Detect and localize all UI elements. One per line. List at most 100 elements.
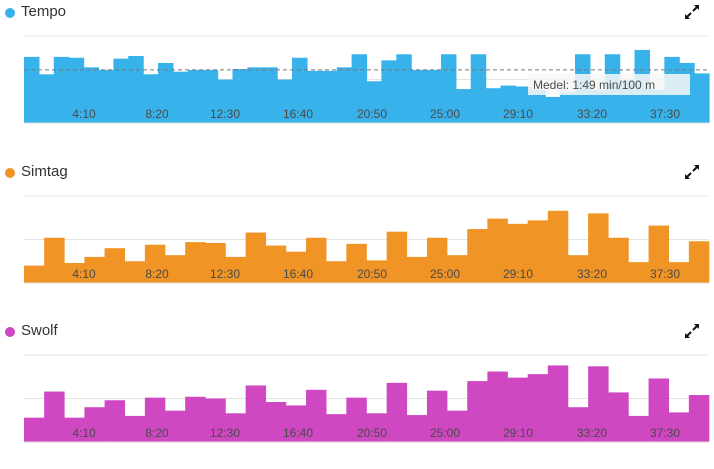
swolf-chart-title: Swolf: [21, 322, 58, 339]
simtag-bar: [628, 262, 649, 283]
swolf-tick-label: 37:30: [650, 426, 680, 440]
tempo-average-label-bg: [528, 74, 690, 95]
simtag-bar: [205, 242, 226, 283]
swolf-chart-panel: Swolf 4:10 8:20 12:30 16:40 20:50 25:00 29:10 3…: [0, 319, 714, 469]
simtag-bar: [547, 210, 569, 283]
tempo-area-segment: [158, 62, 174, 123]
swolf-tick-label: 16:40: [283, 426, 313, 440]
tempo-area-segment: [485, 88, 502, 123]
swolf-chart-header: Swolf: [0, 319, 714, 343]
tempo-area-segment: [306, 70, 323, 123]
tempo-area-segment: [172, 71, 189, 123]
swolf-bar: [346, 397, 367, 442]
simtag-tick-label: 20:50: [357, 267, 387, 281]
swolf-bar: [386, 382, 408, 442]
tempo-tick-label: 8:20: [145, 107, 169, 121]
tempo-area-segment: [500, 85, 517, 123]
simtag-bar: [507, 223, 528, 283]
swolf-tick-label: 25:00: [430, 426, 460, 440]
tempo-area-segment: [560, 91, 576, 123]
tempo-tick-label: 37:30: [650, 107, 680, 121]
tempo-area-segment: [247, 67, 263, 123]
simtag-tick-label: 33:20: [577, 267, 607, 281]
simtag-bar: [527, 220, 549, 283]
tempo-area-segment: [262, 67, 278, 123]
swolf-bar: [205, 398, 226, 442]
tempo-area-segment: [455, 89, 472, 123]
tempo-tick-label: 33:20: [577, 107, 607, 121]
swolf-bar: [648, 378, 670, 442]
simtag-chart-panel: Simtag 4:10 8:20 12:30 16:40 20:50 25:00 29:10…: [0, 160, 714, 310]
swolf-bar: [406, 415, 428, 442]
tempo-area-segment: [321, 70, 338, 123]
tempo-area-segment: [351, 54, 368, 123]
tempo-tick-label: 12:30: [210, 107, 240, 121]
simtag-tick-label: 12:30: [210, 267, 240, 281]
swolf-bar: [547, 365, 569, 442]
simtag-bar: [688, 241, 710, 283]
simtag-bar: [648, 225, 670, 283]
swolf-bar: [185, 396, 206, 442]
tempo-tick-label: 16:40: [283, 107, 313, 121]
tempo-chart-header: Tempo: [0, 0, 714, 24]
swolf-bar: [104, 400, 126, 442]
tempo-area-segment: [366, 81, 382, 123]
tempo-area-segment: [202, 69, 219, 123]
simtag-tick-label: 25:00: [430, 267, 460, 281]
swolf-tick-label: 33:20: [577, 426, 607, 440]
tempo-tick-label: 29:10: [503, 107, 533, 121]
tempo-area-segment: [649, 89, 665, 123]
simtag-bar: [567, 255, 589, 283]
tempo-tick-label: 20:50: [357, 107, 387, 121]
tempo-area-segment: [515, 86, 531, 123]
tempo-area-segment: [589, 89, 606, 123]
simtag-bar: [144, 244, 166, 283]
swolf-bar: [527, 374, 549, 442]
tempo-area-segment: [232, 69, 248, 123]
tempo-area-segment: [381, 60, 397, 123]
swolf-expand-icon[interactable]: [684, 323, 700, 339]
tempo-area-segment: [143, 74, 159, 123]
tempo-area-segment: [277, 79, 293, 123]
tempo-area-segment: [545, 96, 561, 123]
simtag-bar: [447, 255, 468, 283]
tempo-area-segment: [411, 69, 427, 123]
swolf-bar: [84, 407, 105, 442]
swolf-tick-label: 12:30: [210, 426, 240, 440]
swolf-bar: [608, 392, 629, 442]
swolf-bar: [245, 385, 267, 442]
tempo-area-segment: [38, 74, 55, 123]
tempo-plot: 4:10 8:20 12:30 16:40 20:50 25:00 29:10 33:20 37…: [24, 35, 710, 124]
simtag-bar: [24, 265, 45, 283]
swolf-bar: [265, 401, 287, 442]
swolf-bar: [426, 390, 448, 442]
simtag-bar: [386, 231, 408, 283]
swolf-bar: [124, 415, 146, 442]
tempo-expand-icon[interactable]: [684, 4, 700, 20]
simtag-tick-label: 37:30: [650, 267, 680, 281]
tempo-area-segment: [128, 56, 144, 124]
simtag-tick-label: 29:10: [503, 267, 533, 281]
simtag-bar: [225, 256, 246, 283]
simtag-bar: [467, 229, 488, 283]
swolf-bar: [507, 377, 528, 442]
swolf-bar: [24, 417, 45, 442]
tempo-area-segment: [396, 54, 412, 123]
swolf-bar: [668, 412, 690, 442]
simtag-bar: [406, 256, 428, 283]
swolf-bar: [306, 389, 327, 442]
tempo-area-segment: [440, 54, 457, 123]
swolf-bar: [64, 417, 85, 442]
simtag-bar: [64, 262, 85, 283]
tempo-area-segment: [694, 73, 710, 123]
tempo-area-segment: [68, 57, 85, 123]
tempo-area-segment: [187, 69, 204, 123]
swolf-bar: [326, 414, 347, 442]
swolf-bar: [447, 410, 468, 442]
swolf-bar: [285, 405, 307, 442]
simtag-bar: [84, 256, 105, 283]
swolf-bar: [567, 407, 589, 442]
tempo-area-segment: [113, 58, 129, 124]
simtag-expand-icon[interactable]: [684, 164, 700, 180]
simtag-tick-label: 8:20: [145, 267, 169, 281]
